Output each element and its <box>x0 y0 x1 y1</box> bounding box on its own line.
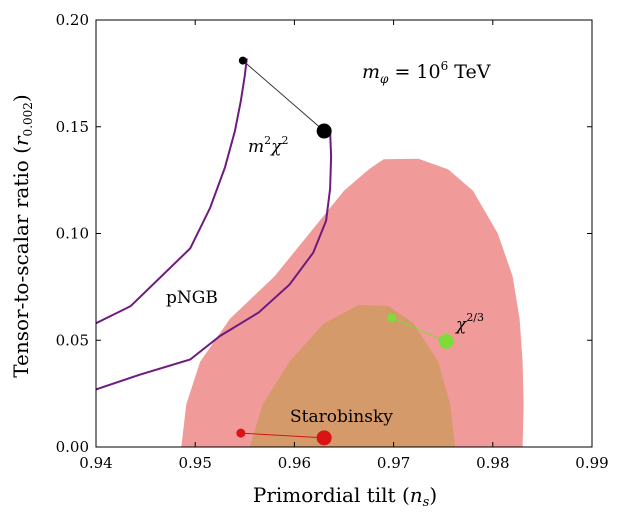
x-axis-ticks: 0.94 0.95 0.96 0.97 0.98 0.99 <box>79 20 609 472</box>
x-tick-label: 0.97 <box>377 454 410 472</box>
pngb-curve-lower <box>96 130 333 391</box>
m2chi2-line <box>242 60 325 132</box>
y-tick-label: 0.05 <box>56 331 89 349</box>
m2chi2-point-small <box>238 56 247 65</box>
chi23-point-small <box>387 313 397 323</box>
m2chi2-point-large <box>316 123 332 139</box>
starobinsky-point-small <box>236 428 246 438</box>
y-axis-ticks: 0.00 0.05 0.10 0.15 0.20 <box>56 11 592 456</box>
pngb-label: pNGB <box>166 288 218 308</box>
y-tick-label: 0.20 <box>56 11 89 29</box>
x-tick-label: 0.99 <box>575 454 608 472</box>
y-tick-label: 0.00 <box>56 438 89 456</box>
planck-68-region <box>249 305 456 447</box>
y-tick-label: 0.15 <box>56 118 89 136</box>
pngb-curve-upper <box>96 58 248 325</box>
starobinsky-line <box>240 432 325 439</box>
y-axis-title: Tensor-to-scalar ratio (r0.002) <box>9 94 35 377</box>
mass-annotation: mφ = 106 TeV <box>362 59 491 86</box>
x-tick-label: 0.96 <box>278 454 311 472</box>
x-tick-label: 0.94 <box>79 454 112 472</box>
x-axis-title: Primordial tilt (ns) <box>253 483 437 510</box>
y-tick-label: 0.10 <box>56 225 89 243</box>
chi23-line <box>391 317 447 342</box>
m2chi2-label: m2χ2 <box>248 134 288 157</box>
chi23-label: χ2/3 <box>455 311 484 335</box>
starobinsky-label: Starobinsky <box>290 407 393 427</box>
chi23-point-large <box>438 333 454 349</box>
x-tick-label: 0.98 <box>476 454 509 472</box>
x-tick-label: 0.95 <box>178 454 211 472</box>
starobinsky-point-large <box>316 430 332 446</box>
